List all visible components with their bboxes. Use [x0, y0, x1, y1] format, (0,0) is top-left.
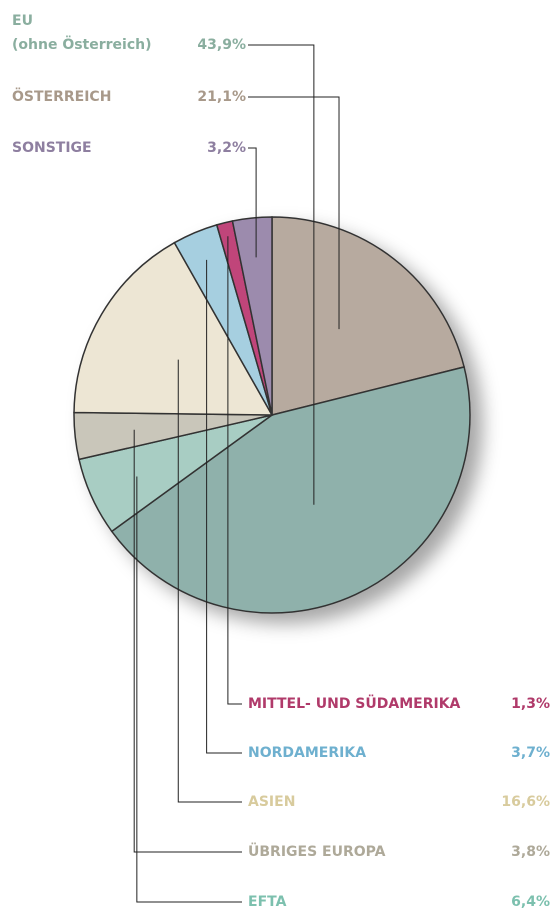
leader-line [227, 236, 242, 705]
leader-line [136, 476, 242, 903]
leader-line [248, 44, 315, 505]
value-label: 3,2% [207, 140, 246, 156]
category-label: ÖSTERREICH [12, 89, 112, 105]
value-label: 16,6% [501, 794, 550, 810]
value-label: 43,9% [197, 37, 246, 53]
pie-slice [271, 216, 465, 416]
value-label: 6,4% [511, 894, 550, 910]
category-label: ÜBRIGES EUROPA [248, 844, 386, 860]
category-label: NORDAMERIKA [248, 745, 367, 761]
category-label: EU (ohne Österreich) [12, 13, 152, 53]
leader-line [248, 147, 257, 258]
category-label: ASIEN [248, 794, 296, 810]
pie-slice [231, 216, 273, 416]
category-label: MITTEL- UND SÜDAMERIKA [248, 696, 461, 712]
category-label: EFTA [248, 894, 287, 910]
leader-line [133, 429, 242, 853]
value-label: 1,3% [511, 696, 550, 712]
leader-line [177, 359, 242, 803]
pie-slice [110, 366, 471, 614]
pie [73, 216, 471, 614]
leader-lines [133, 44, 340, 903]
value-label: 3,8% [511, 844, 550, 860]
pie-slice [73, 241, 274, 416]
value-label: 21,1% [197, 89, 246, 105]
leader-line [206, 259, 242, 754]
value-label: 3,7% [511, 745, 550, 761]
leader-line [248, 96, 340, 330]
category-label: SONSTIGE [12, 140, 92, 156]
